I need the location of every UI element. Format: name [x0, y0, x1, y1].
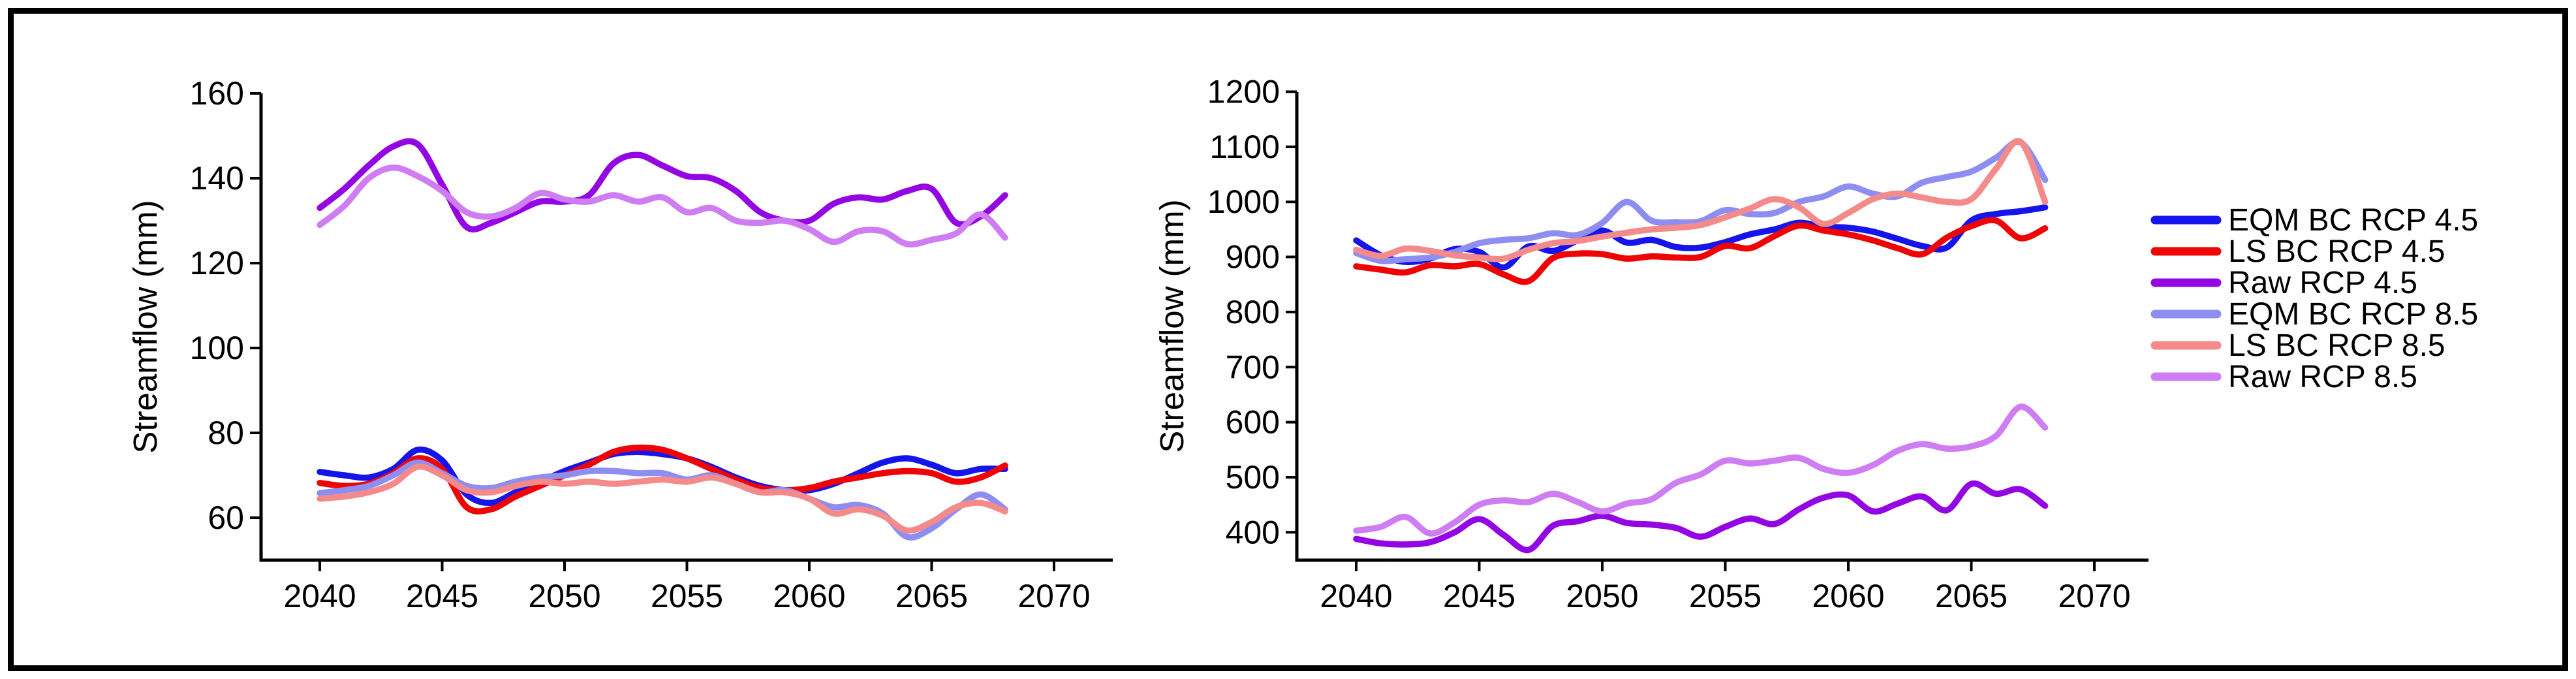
x-tick-label: 2040: [283, 578, 356, 614]
y-tick-label: 900: [1226, 239, 1280, 276]
y-tick-label: 600: [1226, 404, 1280, 441]
line-ls-bc-rcp-8-5-left: [317, 463, 1008, 534]
legend-label: EQM BC RCP 8.5: [2228, 297, 2478, 332]
legend-label: Raw RCP 4.5: [2228, 266, 2417, 300]
y-tick-label: 1200: [1207, 74, 1280, 110]
y-tick-label: 400: [1226, 514, 1280, 550]
line-ls-bc-rcp-4-5-left: [317, 444, 1008, 514]
line-eqm-bc-rcp-4-5-left: [317, 446, 1008, 507]
line-raw-rcp-8-5-left: [317, 165, 1008, 247]
plot-left: 60 80 100 120 140 160 2040 2045 2050 2055 2060 2065…: [127, 75, 1113, 614]
y-tick-label: 1100: [1209, 129, 1280, 165]
x-tick-label: 2070: [2058, 578, 2130, 614]
y-axis-title: Streamflow (mm): [1153, 199, 1190, 452]
y-tick-label: 500: [1226, 459, 1280, 496]
y-tick-label: 800: [1226, 294, 1280, 330]
y-tick-label: 60: [208, 499, 244, 536]
x-tick-label: 2040: [1320, 578, 1392, 614]
legend-label: Raw RCP 8.5: [2228, 360, 2417, 394]
legend-item-raw-rcp-8-5: Raw RCP 8.5: [2150, 360, 2417, 394]
plot-right: 400 500 600 700 800 900 1000 1100 1200 2040 2045 20…: [1153, 74, 2149, 614]
y-tick-label: 140: [190, 160, 244, 197]
y-tick-label: 700: [1226, 349, 1280, 385]
legend-label: LS BC RCP 8.5: [2228, 328, 2445, 363]
legend-item-eqm-bc-rcp-8-5: EQM BC RCP 8.5: [2150, 297, 2478, 332]
figure-border: [8, 8, 2568, 671]
legend-item-ls-bc-rcp-8-5: LS BC RCP 8.5: [2150, 328, 2445, 363]
line-ls-bc-rcp-4-5-right: [1353, 217, 2049, 285]
legend-item-ls-bc-rcp-4-5: LS BC RCP 4.5: [2150, 234, 2445, 269]
line-raw-rcp-4-5-left: [317, 138, 1008, 233]
line-raw-rcp-4-5-right: [1353, 480, 2049, 554]
x-tick-label: 2065: [895, 578, 968, 614]
x-tick-label: 2045: [406, 578, 478, 614]
line-raw-rcp-8-5-right: [1353, 403, 2049, 537]
y-tick-label: 120: [190, 245, 244, 281]
legend-label: LS BC RCP 4.5: [2228, 234, 2445, 269]
y-tick-label: 1000: [1207, 183, 1280, 220]
legend-label: EQM BC RCP 4.5: [2228, 203, 2478, 238]
y-tick-label: 80: [208, 415, 244, 451]
x-tick-label: 2065: [1935, 578, 2008, 614]
x-tick-label: 2060: [773, 578, 845, 614]
x-tick-label: 2055: [1689, 578, 1761, 614]
x-tick-label: 2050: [1566, 578, 1638, 614]
line-eqm-bc-rcp-8-5-right: [1353, 138, 2049, 264]
y-axis-title: Streamflow (mm): [127, 200, 164, 453]
x-tick-label: 2070: [1017, 578, 1090, 614]
y-tick-label: 160: [190, 75, 244, 112]
legend-item-eqm-bc-rcp-4-5: EQM BC RCP 4.5: [2150, 203, 2478, 238]
x-tick-label: 2045: [1443, 578, 1515, 614]
legend-item-raw-rcp-4-5: Raw RCP 4.5: [2150, 266, 2417, 300]
x-tick-label: 2060: [1812, 578, 1884, 614]
line-ls-bc-rcp-8-5-right: [1353, 138, 2049, 262]
y-tick-label: 100: [190, 330, 244, 366]
x-tick-label: 2050: [528, 578, 600, 614]
x-tick-label: 2055: [651, 578, 723, 614]
